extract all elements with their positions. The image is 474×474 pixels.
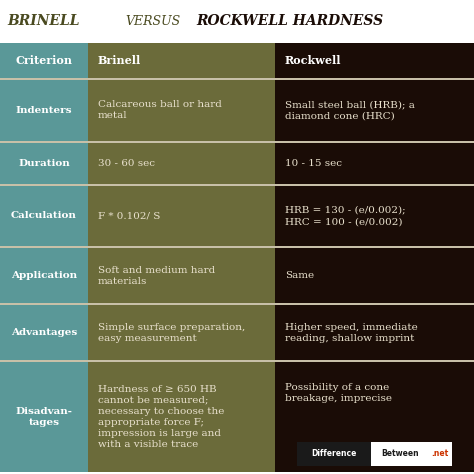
Text: Rockwell: Rockwell bbox=[285, 55, 341, 66]
Text: ROCKWELL HARDNESS: ROCKWELL HARDNESS bbox=[197, 14, 384, 28]
Bar bbox=[88, 80, 275, 141]
Bar bbox=[0, 43, 88, 78]
Bar bbox=[0, 184, 474, 186]
Text: Possibility of a cone
breakage, imprecise: Possibility of a cone breakage, imprecis… bbox=[285, 383, 392, 403]
Bar bbox=[0, 80, 88, 141]
Text: VERSUS: VERSUS bbox=[126, 15, 181, 28]
Bar bbox=[275, 362, 474, 472]
Bar bbox=[0, 186, 88, 246]
Text: Duration: Duration bbox=[18, 159, 70, 168]
Text: Difference: Difference bbox=[311, 449, 357, 458]
Text: Disadvan-
tages: Disadvan- tages bbox=[15, 407, 73, 427]
Bar bbox=[88, 305, 275, 360]
Bar bbox=[0, 248, 88, 303]
Text: BRINELL: BRINELL bbox=[8, 14, 80, 28]
Bar bbox=[0, 78, 474, 80]
Text: Small steel ball (HRB); a
diamond cone (HRC): Small steel ball (HRB); a diamond cone (… bbox=[285, 100, 415, 120]
Text: Calculation: Calculation bbox=[11, 211, 77, 220]
Bar bbox=[275, 305, 474, 360]
Text: Advantages: Advantages bbox=[11, 328, 77, 337]
Bar bbox=[275, 248, 474, 303]
Bar bbox=[0, 305, 88, 360]
Bar bbox=[297, 442, 371, 466]
Bar bbox=[0, 303, 474, 305]
Text: HRB = 130 - (e/0.002);
HRC = 100 - (e/0.002): HRB = 130 - (e/0.002); HRC = 100 - (e/0.… bbox=[285, 206, 406, 226]
Text: Calcareous ball or hard
metal: Calcareous ball or hard metal bbox=[98, 100, 221, 120]
Text: Soft and medium hard
materials: Soft and medium hard materials bbox=[98, 265, 215, 286]
Text: 10 - 15 sec: 10 - 15 sec bbox=[285, 159, 342, 168]
Bar bbox=[88, 362, 275, 472]
Bar bbox=[88, 143, 275, 184]
Bar bbox=[0, 141, 474, 143]
Text: Between: Between bbox=[381, 449, 419, 458]
Bar bbox=[275, 186, 474, 246]
Bar bbox=[0, 246, 474, 248]
Bar bbox=[0, 143, 88, 184]
Bar bbox=[297, 442, 452, 466]
Text: Higher speed, immediate
reading, shallow imprint: Higher speed, immediate reading, shallow… bbox=[285, 323, 418, 343]
Bar bbox=[0, 362, 88, 472]
Text: .net: .net bbox=[431, 449, 448, 458]
Bar bbox=[275, 143, 474, 184]
Bar bbox=[275, 43, 474, 78]
Text: Hardness of ≥ 650 HB
cannot be measured;
necessary to choose the
appropriate for: Hardness of ≥ 650 HB cannot be measured;… bbox=[98, 385, 224, 449]
Text: Simple surface preparation,
easy measurement: Simple surface preparation, easy measure… bbox=[98, 323, 245, 343]
Text: Application: Application bbox=[11, 271, 77, 280]
Bar bbox=[0, 360, 474, 362]
Bar bbox=[275, 80, 474, 141]
Text: Indenters: Indenters bbox=[16, 106, 72, 115]
Text: Same: Same bbox=[285, 271, 314, 280]
Text: F * 0.102/ S: F * 0.102/ S bbox=[98, 211, 160, 220]
Bar bbox=[88, 186, 275, 246]
Text: 30 - 60 sec: 30 - 60 sec bbox=[98, 159, 155, 168]
Bar bbox=[88, 43, 275, 78]
Bar bbox=[88, 248, 275, 303]
Text: Brinell: Brinell bbox=[98, 55, 141, 66]
Text: Criterion: Criterion bbox=[15, 55, 73, 66]
